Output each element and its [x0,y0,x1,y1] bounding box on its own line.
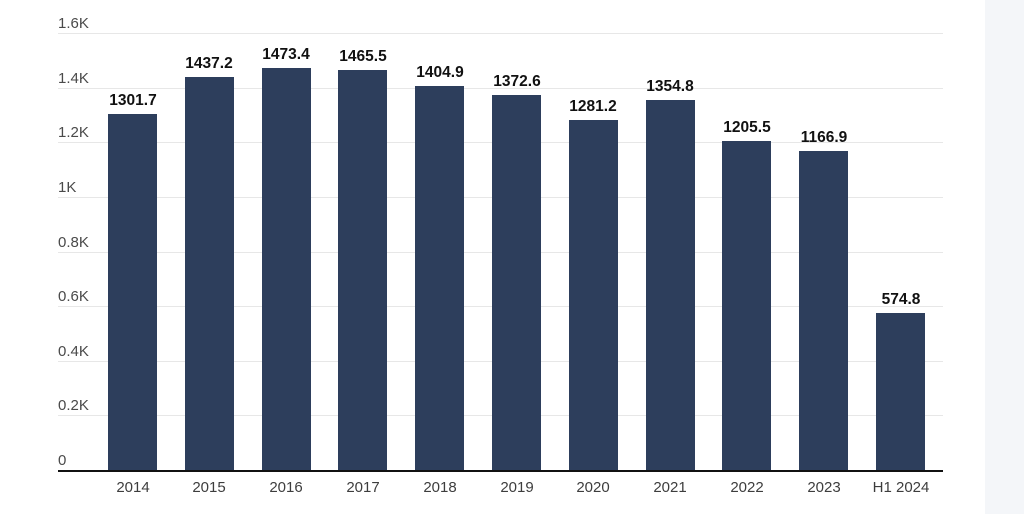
y-tick-label-0: 0 [58,452,67,469]
value-label-2023: 1166.9 [800,129,848,146]
x-tick-label-H1 2024: H1 2024 [872,479,930,496]
bar-2018 [415,86,464,470]
x-tick-label-2022: 2022 [730,479,764,496]
y-tick-label-0.4K: 0.4K [58,343,89,360]
y-tick-label-1.4K: 1.4K [58,70,89,87]
bar-2015 [185,77,234,470]
x-axis-line [58,470,943,472]
x-tick-label-2016: 2016 [269,479,303,496]
y-tick-label-0.6K: 0.6K [58,288,89,305]
bar-H1 2024 [876,313,925,470]
bar-2016 [262,68,311,470]
bar-2023 [799,151,848,470]
value-label-2015: 1437.2 [185,55,233,72]
page-background-strip [985,0,1024,514]
bar-2014 [108,114,157,470]
bar-2019 [492,95,541,470]
y-tick-label-1K: 1K [58,179,77,196]
value-label-2020: 1281.2 [569,98,617,115]
value-label-2018: 1404.9 [416,64,464,81]
value-label-H1 2024: 574.8 [881,291,921,308]
value-label-2016: 1473.4 [262,46,310,63]
x-tick-label-2021: 2021 [653,479,687,496]
value-label-2014: 1301.7 [109,92,157,109]
bar-2022 [722,141,771,470]
value-label-2021: 1354.8 [646,78,694,95]
x-tick-label-2017: 2017 [346,479,380,496]
bar-2017 [338,70,387,470]
y-tick-label-0.8K: 0.8K [58,234,89,251]
gridline-1.4K [58,88,943,89]
bar-2021 [646,100,695,470]
y-tick-label-0.2K: 0.2K [58,397,89,414]
value-label-2017: 1465.5 [339,48,387,65]
y-tick-label-1.2K: 1.2K [58,124,89,141]
x-tick-label-2018: 2018 [423,479,457,496]
bar-2020 [569,120,618,470]
x-tick-label-2014: 2014 [116,479,150,496]
gridline-1.6K [58,33,943,34]
x-tick-label-2019: 2019 [500,479,534,496]
value-label-2022: 1205.5 [723,119,771,136]
value-label-2019: 1372.6 [493,73,541,90]
x-tick-label-2023: 2023 [807,479,841,496]
x-tick-label-2015: 2015 [192,479,226,496]
x-tick-label-2020: 2020 [576,479,610,496]
y-tick-label-1.6K: 1.6K [58,15,89,32]
